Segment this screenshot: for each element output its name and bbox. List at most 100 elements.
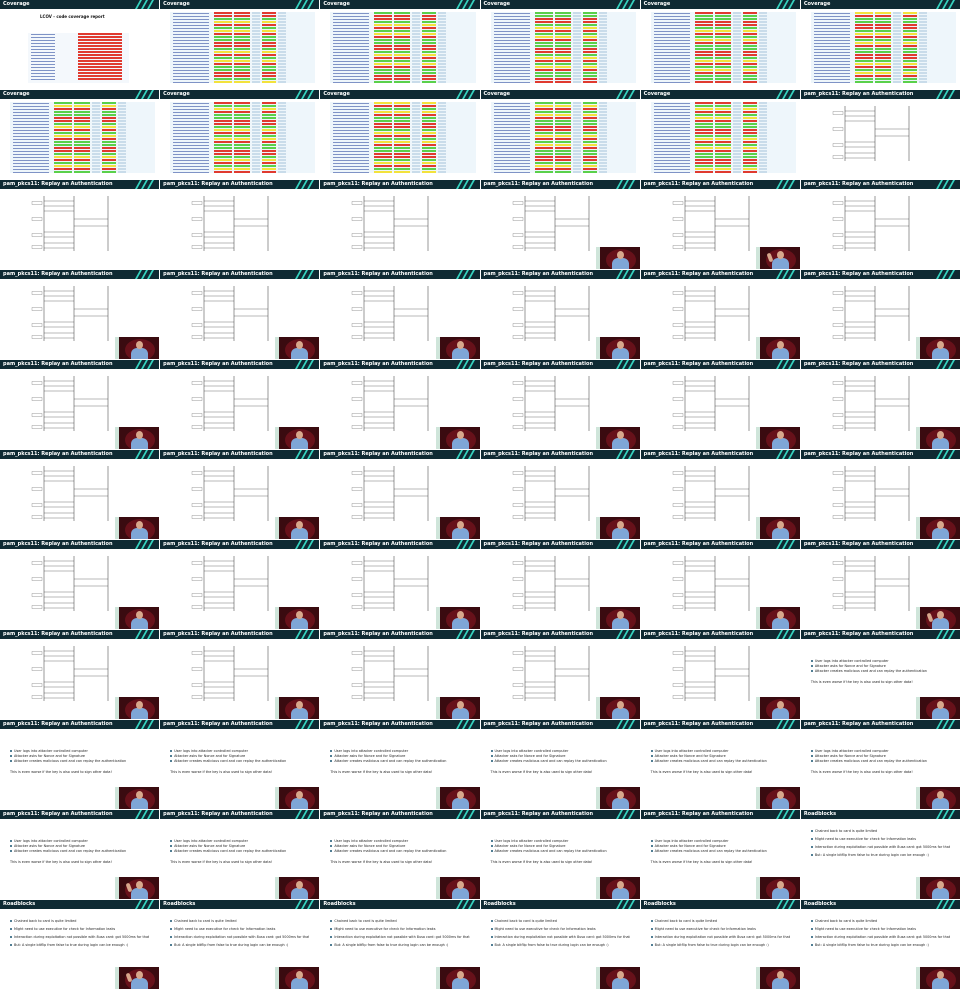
- coverage-file-link[interactable]: [13, 168, 49, 170]
- coverage-file-link[interactable]: [333, 117, 370, 119]
- coverage-file-link[interactable]: [493, 150, 530, 152]
- coverage-file-link[interactable]: [173, 156, 210, 158]
- coverage-file-link[interactable]: [13, 105, 49, 107]
- coverage-file-link[interactable]: [31, 36, 55, 38]
- coverage-file-link[interactable]: [813, 63, 850, 65]
- coverage-file-link[interactable]: [653, 147, 690, 149]
- coverage-file-link[interactable]: [31, 39, 55, 41]
- coverage-file-link[interactable]: [333, 111, 370, 113]
- coverage-file-link[interactable]: [13, 117, 49, 119]
- coverage-file-link[interactable]: [653, 117, 690, 119]
- coverage-file-link[interactable]: [813, 66, 850, 68]
- coverage-file-link[interactable]: [653, 135, 690, 137]
- coverage-file-link[interactable]: [13, 120, 49, 122]
- coverage-file-link[interactable]: [813, 33, 850, 35]
- coverage-file-link[interactable]: [813, 42, 850, 44]
- coverage-file-link[interactable]: [333, 63, 370, 65]
- coverage-file-link[interactable]: [653, 48, 690, 50]
- coverage-file-link[interactable]: [653, 39, 690, 41]
- coverage-file-link[interactable]: [333, 75, 370, 77]
- coverage-file-link[interactable]: [173, 114, 210, 116]
- coverage-file-link[interactable]: [333, 156, 370, 158]
- coverage-file-link[interactable]: [653, 33, 690, 35]
- coverage-file-link[interactable]: [31, 60, 55, 62]
- coverage-file-link[interactable]: [653, 153, 690, 155]
- coverage-file-link[interactable]: [653, 102, 690, 104]
- coverage-file-link[interactable]: [333, 42, 370, 44]
- coverage-file-link[interactable]: [493, 126, 530, 128]
- coverage-file-link[interactable]: [493, 21, 530, 23]
- coverage-file-link[interactable]: [173, 108, 210, 110]
- coverage-file-link[interactable]: [333, 15, 370, 17]
- coverage-file-link[interactable]: [333, 141, 370, 143]
- coverage-file-link[interactable]: [813, 69, 850, 71]
- coverage-file-link[interactable]: [493, 108, 530, 110]
- coverage-file-link[interactable]: [173, 21, 210, 23]
- coverage-file-link[interactable]: [493, 168, 530, 170]
- coverage-file-link[interactable]: [31, 66, 55, 68]
- coverage-file-link[interactable]: [31, 75, 55, 77]
- coverage-file-link[interactable]: [31, 51, 55, 53]
- coverage-file-link[interactable]: [653, 57, 690, 59]
- coverage-file-link[interactable]: [173, 39, 210, 41]
- coverage-file-link[interactable]: [493, 78, 530, 80]
- coverage-file-link[interactable]: [333, 135, 370, 137]
- coverage-file-link[interactable]: [333, 126, 370, 128]
- coverage-file-link[interactable]: [31, 54, 55, 56]
- coverage-file-link[interactable]: [653, 27, 690, 29]
- coverage-file-link[interactable]: [493, 129, 530, 131]
- coverage-file-link[interactable]: [493, 15, 530, 17]
- coverage-file-link[interactable]: [173, 27, 210, 29]
- coverage-file-link[interactable]: [493, 60, 530, 62]
- coverage-file-link[interactable]: [653, 108, 690, 110]
- coverage-file-link[interactable]: [493, 141, 530, 143]
- coverage-file-link[interactable]: [13, 108, 49, 110]
- coverage-file-link[interactable]: [653, 66, 690, 68]
- coverage-file-link[interactable]: [813, 54, 850, 56]
- coverage-file-link[interactable]: [13, 111, 49, 113]
- coverage-file-link[interactable]: [653, 81, 690, 83]
- coverage-file-link[interactable]: [493, 45, 530, 47]
- coverage-file-link[interactable]: [31, 72, 55, 74]
- coverage-file-link[interactable]: [333, 102, 370, 104]
- coverage-file-link[interactable]: [333, 78, 370, 80]
- coverage-file-link[interactable]: [333, 159, 370, 161]
- coverage-file-link[interactable]: [493, 156, 530, 158]
- coverage-file-link[interactable]: [813, 27, 850, 29]
- coverage-file-link[interactable]: [173, 111, 210, 113]
- coverage-file-link[interactable]: [493, 39, 530, 41]
- coverage-file-link[interactable]: [813, 75, 850, 77]
- coverage-file-link[interactable]: [653, 168, 690, 170]
- coverage-file-link[interactable]: [493, 12, 530, 14]
- coverage-file-link[interactable]: [173, 48, 210, 50]
- coverage-file-link[interactable]: [493, 30, 530, 32]
- coverage-file-link[interactable]: [333, 138, 370, 140]
- coverage-file-link[interactable]: [333, 144, 370, 146]
- coverage-file-link[interactable]: [653, 159, 690, 161]
- coverage-file-link[interactable]: [813, 51, 850, 53]
- coverage-file-link[interactable]: [653, 12, 690, 14]
- coverage-file-link[interactable]: [173, 144, 210, 146]
- coverage-file-link[interactable]: [173, 153, 210, 155]
- coverage-file-link[interactable]: [653, 36, 690, 38]
- coverage-file-link[interactable]: [333, 120, 370, 122]
- coverage-file-link[interactable]: [493, 66, 530, 68]
- coverage-file-link[interactable]: [333, 54, 370, 56]
- coverage-file-link[interactable]: [333, 27, 370, 29]
- coverage-file-link[interactable]: [493, 159, 530, 161]
- coverage-file-link[interactable]: [493, 135, 530, 137]
- coverage-file-link[interactable]: [653, 21, 690, 23]
- coverage-file-link[interactable]: [333, 132, 370, 134]
- coverage-file-link[interactable]: [173, 168, 210, 170]
- coverage-file-link[interactable]: [333, 105, 370, 107]
- coverage-file-link[interactable]: [173, 147, 210, 149]
- coverage-file-link[interactable]: [653, 105, 690, 107]
- coverage-file-link[interactable]: [813, 18, 850, 20]
- coverage-file-link[interactable]: [493, 171, 530, 173]
- coverage-file-link[interactable]: [173, 78, 210, 80]
- coverage-file-link[interactable]: [493, 120, 530, 122]
- coverage-file-link[interactable]: [813, 81, 850, 83]
- coverage-file-link[interactable]: [813, 30, 850, 32]
- coverage-file-link[interactable]: [13, 156, 49, 158]
- coverage-file-link[interactable]: [653, 111, 690, 113]
